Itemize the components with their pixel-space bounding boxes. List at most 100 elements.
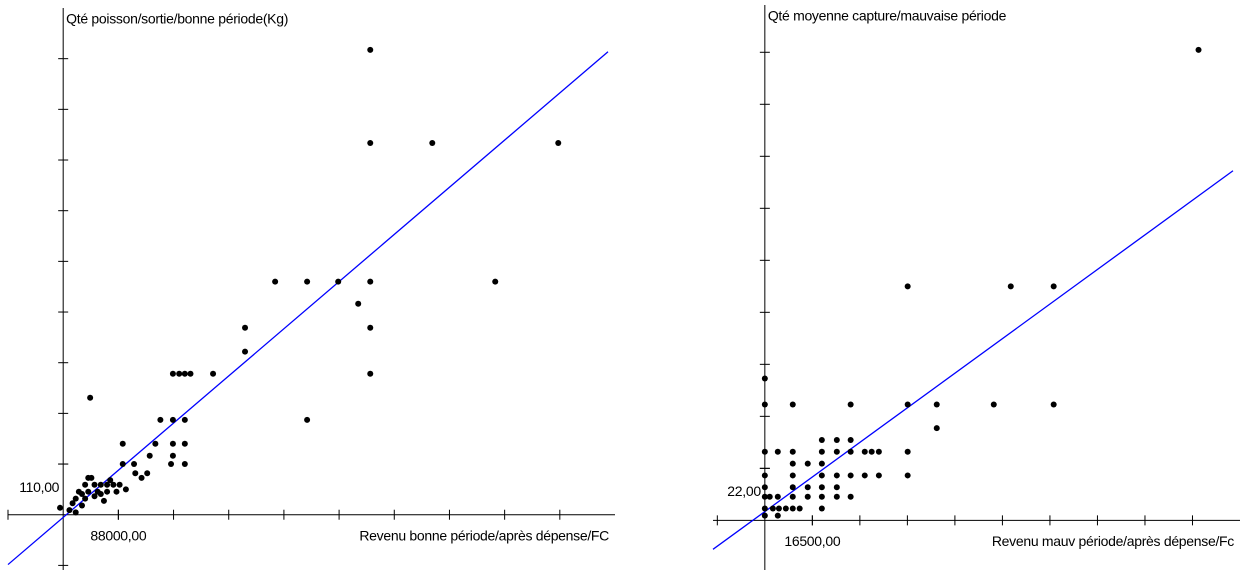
point bbox=[847, 472, 854, 479]
point bbox=[119, 440, 126, 447]
point bbox=[833, 448, 840, 455]
point bbox=[833, 484, 840, 491]
point bbox=[355, 300, 362, 307]
point bbox=[1050, 401, 1057, 408]
point bbox=[367, 46, 374, 53]
point bbox=[1195, 46, 1202, 53]
point bbox=[990, 401, 997, 408]
point bbox=[1007, 283, 1014, 290]
y-axis-label: Qté poisson/sortie/bonne période(Kg) bbox=[66, 11, 288, 27]
point bbox=[761, 401, 768, 408]
point bbox=[789, 493, 796, 500]
point bbox=[804, 484, 811, 491]
point bbox=[181, 461, 188, 468]
x-tick-label: 88000,00 bbox=[90, 527, 147, 543]
point bbox=[104, 481, 111, 488]
point bbox=[210, 370, 217, 377]
point bbox=[367, 139, 374, 146]
point bbox=[69, 500, 76, 507]
point bbox=[272, 278, 279, 285]
point bbox=[789, 401, 796, 408]
point bbox=[818, 460, 825, 467]
point bbox=[367, 324, 374, 331]
point bbox=[97, 481, 104, 488]
point bbox=[304, 416, 311, 423]
point bbox=[847, 493, 854, 500]
point bbox=[187, 370, 194, 377]
point bbox=[818, 505, 825, 512]
point bbox=[78, 502, 85, 509]
point bbox=[775, 505, 782, 512]
point bbox=[789, 472, 796, 479]
point bbox=[761, 505, 768, 512]
point bbox=[91, 481, 98, 488]
point bbox=[85, 488, 92, 495]
point bbox=[774, 448, 781, 455]
point bbox=[789, 484, 796, 491]
point bbox=[66, 507, 73, 514]
point bbox=[72, 509, 79, 516]
point bbox=[847, 436, 854, 443]
point bbox=[82, 481, 89, 488]
point bbox=[168, 461, 175, 468]
point bbox=[72, 495, 79, 502]
point bbox=[769, 505, 776, 512]
point bbox=[761, 484, 768, 491]
regression-line bbox=[712, 170, 1234, 550]
y-axis-label: Qté moyenne capture/mauvaise période bbox=[768, 8, 1007, 24]
point bbox=[847, 401, 854, 408]
point bbox=[904, 472, 911, 479]
point bbox=[796, 505, 803, 512]
point bbox=[304, 278, 311, 285]
point bbox=[181, 416, 188, 423]
point bbox=[761, 493, 768, 500]
point bbox=[87, 394, 94, 401]
point bbox=[181, 440, 188, 447]
point bbox=[242, 324, 249, 331]
point bbox=[789, 460, 796, 467]
y-tick-label: 22,00 bbox=[727, 483, 761, 499]
point bbox=[242, 348, 249, 355]
point bbox=[119, 461, 126, 468]
point bbox=[761, 512, 768, 519]
point bbox=[761, 472, 768, 479]
point bbox=[367, 370, 374, 377]
point bbox=[152, 440, 159, 447]
point bbox=[144, 470, 151, 477]
point bbox=[904, 448, 911, 455]
point bbox=[492, 278, 499, 285]
point bbox=[804, 460, 811, 467]
point bbox=[97, 490, 104, 497]
point bbox=[789, 448, 796, 455]
point bbox=[861, 472, 868, 479]
point bbox=[818, 472, 825, 479]
point bbox=[169, 452, 176, 459]
point bbox=[782, 505, 789, 512]
point bbox=[868, 448, 875, 455]
point bbox=[78, 490, 85, 497]
point bbox=[91, 493, 98, 500]
regression-line bbox=[7, 51, 609, 566]
point bbox=[107, 477, 114, 484]
point bbox=[933, 401, 940, 408]
point bbox=[104, 488, 111, 495]
point bbox=[57, 504, 64, 511]
x-tick-label: 16500,00 bbox=[784, 533, 841, 549]
point bbox=[904, 401, 911, 408]
x-axis-label: Revenu mauv période/après dépense/Fc bbox=[992, 533, 1234, 549]
point bbox=[875, 472, 882, 479]
point bbox=[861, 448, 868, 455]
point bbox=[146, 452, 153, 459]
point bbox=[367, 278, 374, 285]
point bbox=[818, 436, 825, 443]
point bbox=[157, 416, 164, 423]
point bbox=[116, 481, 123, 488]
point bbox=[761, 375, 768, 382]
point bbox=[110, 481, 117, 488]
point bbox=[875, 448, 882, 455]
point bbox=[789, 505, 796, 512]
point bbox=[833, 493, 840, 500]
point bbox=[169, 440, 176, 447]
